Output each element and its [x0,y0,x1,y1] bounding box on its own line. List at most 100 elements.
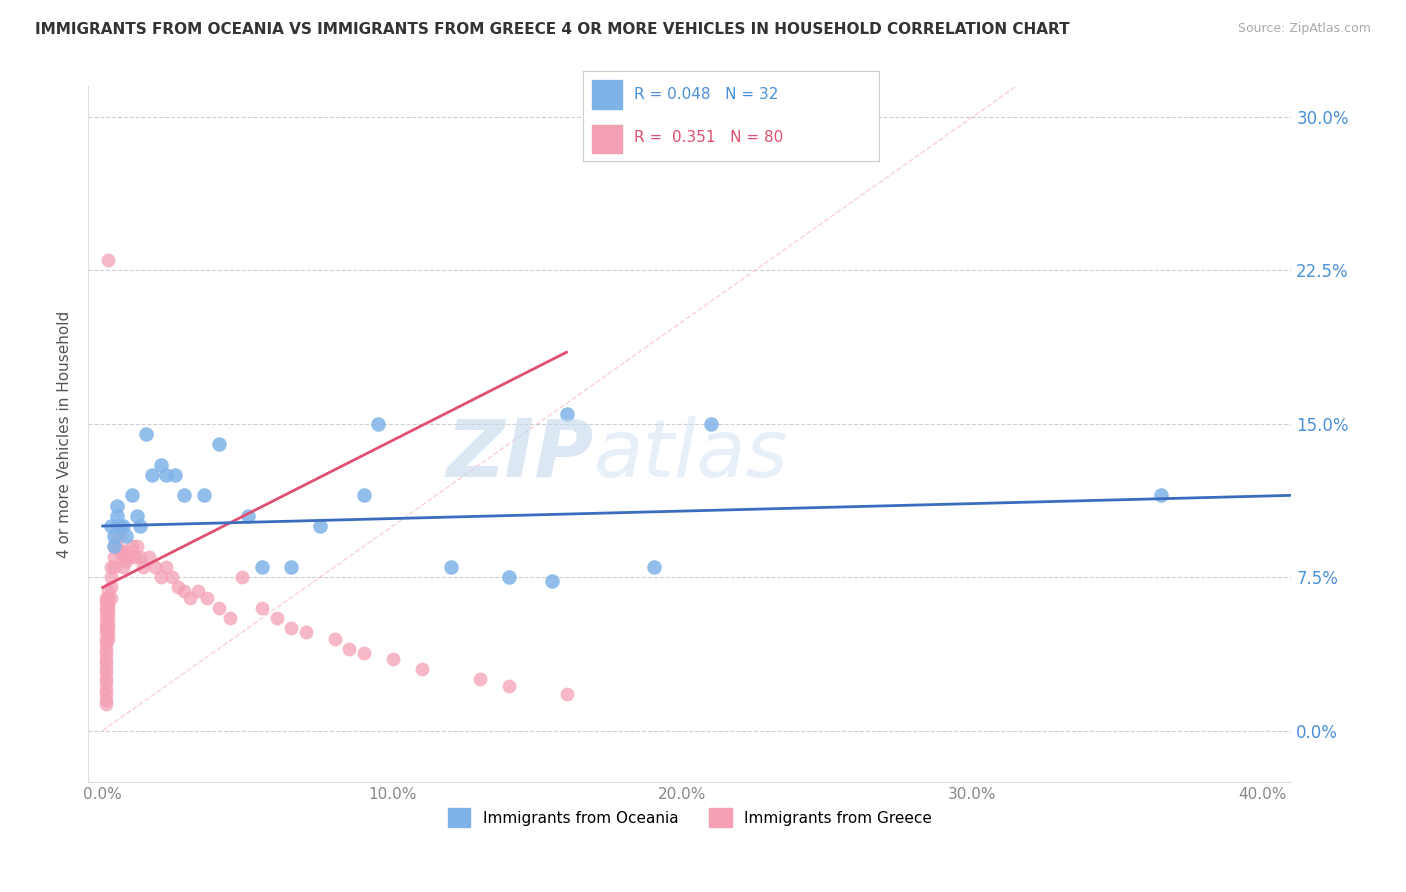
Point [97,253,120,268]
Text: R =  0.351   N = 80: R = 0.351 N = 80 [634,130,783,145]
Point [115,554,138,568]
Point [280,560,302,574]
Point [97,617,120,632]
Point [337,641,360,656]
Point [100,519,122,533]
Point [97,591,120,605]
Point [115,543,138,558]
Point [121,488,143,502]
Point [266,611,288,625]
Point [111,560,134,574]
Point [94,611,117,625]
Point [94,687,117,701]
Point [280,621,302,635]
Point [94,635,117,649]
Point [94,625,117,640]
Point [555,407,578,421]
Point [207,600,229,615]
Point [94,652,117,666]
Text: atlas: atlas [593,416,789,494]
Point [149,458,172,472]
Point [100,591,122,605]
Point [129,549,152,564]
Point [94,595,117,609]
Point [179,591,201,605]
Point [367,417,389,431]
Point [141,467,163,482]
Point [103,560,125,574]
Point [132,560,155,574]
Point [173,488,195,502]
Point [129,519,152,533]
Point [94,605,117,619]
Point [411,662,433,676]
Point [94,662,117,676]
Point [97,632,120,646]
Point [108,543,131,558]
Point [195,591,218,605]
Point [94,632,117,646]
Point [108,519,131,533]
Point [127,508,149,523]
Point [541,574,564,589]
Point [219,611,242,625]
Point [111,519,134,533]
Point [294,625,316,640]
Point [100,560,122,574]
Point [250,600,273,615]
Point [94,646,117,660]
Point [127,540,149,554]
Point [250,560,273,574]
Point [100,581,122,595]
Point [103,529,125,543]
Point [94,621,117,635]
Point [97,611,120,625]
Point [143,560,166,574]
Point [135,427,157,442]
Point [643,560,665,574]
Point [236,508,259,523]
Point [700,417,723,431]
Point [187,584,209,599]
Point [105,519,128,533]
Point [105,540,128,554]
Bar [592,125,621,153]
Point [94,617,117,632]
Point [149,570,172,584]
Point [97,621,120,635]
Point [97,600,120,615]
Point [105,508,128,523]
Point [309,519,332,533]
Point [498,679,520,693]
Point [97,597,120,611]
Text: IMMIGRANTS FROM OCEANIA VS IMMIGRANTS FROM GREECE 4 OR MORE VEHICLES IN HOUSEHOL: IMMIGRANTS FROM OCEANIA VS IMMIGRANTS FR… [35,22,1070,37]
Text: Source: ZipAtlas.com: Source: ZipAtlas.com [1237,22,1371,36]
Point [160,570,183,584]
Point [155,467,177,482]
Point [193,488,215,502]
Point [498,570,520,584]
Point [111,549,134,564]
Point [353,488,375,502]
Point [167,581,190,595]
Point [103,540,125,554]
Point [173,584,195,599]
Point [100,570,122,584]
Point [115,529,138,543]
Point [231,570,253,584]
Point [94,676,117,690]
Point [94,682,117,697]
Text: ZIP: ZIP [446,416,593,494]
Point [155,560,177,574]
Point [121,540,143,554]
Point [94,656,117,670]
Point [94,600,117,615]
Point [138,549,160,564]
Point [94,666,117,681]
Point [439,560,461,574]
Point [381,652,404,666]
Point [165,467,187,482]
Point [103,549,125,564]
Point [105,529,128,543]
Point [555,687,578,701]
